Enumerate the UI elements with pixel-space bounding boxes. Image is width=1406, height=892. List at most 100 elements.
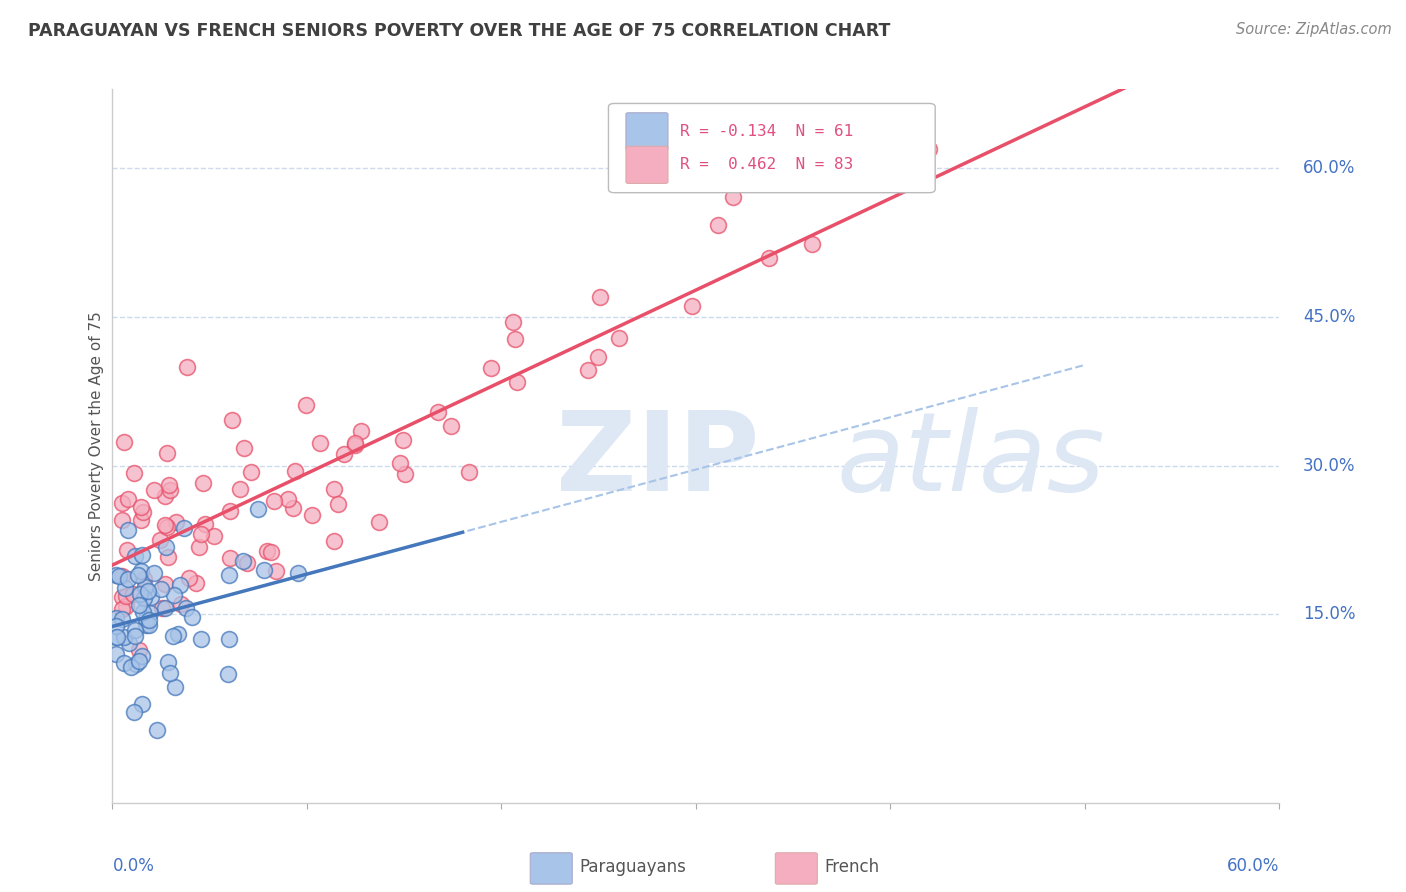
Point	[131, 513, 153, 527]
Point	[184, 576, 207, 591]
FancyBboxPatch shape	[626, 112, 668, 150]
Point	[503, 332, 526, 346]
Point	[256, 544, 278, 558]
Point	[239, 465, 262, 479]
Point	[131, 697, 153, 711]
Text: 15.0%: 15.0%	[1303, 606, 1355, 624]
Point	[124, 623, 146, 637]
Point	[177, 571, 200, 585]
Point	[681, 299, 703, 313]
Point	[155, 577, 177, 591]
Point	[111, 601, 134, 615]
Point	[332, 447, 354, 461]
Point	[505, 375, 527, 389]
Point	[394, 467, 416, 482]
Point	[163, 680, 186, 694]
Point	[156, 520, 179, 534]
Point	[129, 564, 152, 578]
Text: 30.0%: 30.0%	[1303, 457, 1355, 475]
Point	[169, 578, 191, 592]
Point	[723, 189, 745, 203]
Text: 60.0%: 60.0%	[1227, 857, 1279, 875]
Point	[343, 435, 366, 450]
Point	[260, 545, 283, 559]
Point	[427, 405, 450, 419]
Point	[155, 540, 177, 554]
Point	[138, 584, 160, 599]
Point	[152, 601, 174, 615]
Point	[150, 582, 173, 596]
Point	[368, 515, 391, 529]
Point	[707, 219, 730, 233]
Point	[124, 549, 146, 563]
Point	[343, 438, 366, 452]
Point	[132, 591, 155, 606]
Point	[190, 632, 212, 647]
Point	[588, 350, 610, 364]
Point	[128, 654, 150, 668]
Point	[111, 513, 134, 527]
Text: PARAGUAYAN VS FRENCH SENIORS POVERTY OVER THE AGE OF 75 CORRELATION CHART: PARAGUAYAN VS FRENCH SENIORS POVERTY OVE…	[28, 22, 890, 40]
Point	[187, 541, 209, 555]
Point	[117, 491, 139, 506]
FancyBboxPatch shape	[775, 853, 817, 884]
Text: French: French	[824, 858, 880, 876]
Point	[153, 517, 176, 532]
Point	[146, 723, 169, 737]
Text: 60.0%: 60.0%	[1303, 160, 1355, 178]
Point	[155, 490, 177, 504]
Point	[576, 363, 599, 377]
Point	[167, 626, 190, 640]
Point	[135, 612, 157, 626]
Point	[176, 359, 198, 374]
Point	[135, 618, 157, 632]
Point	[163, 588, 186, 602]
Text: 45.0%: 45.0%	[1303, 308, 1355, 326]
Point	[156, 549, 179, 564]
Point	[132, 605, 155, 619]
Point	[108, 569, 131, 583]
Point	[115, 542, 138, 557]
Point	[139, 590, 162, 604]
Point	[263, 494, 285, 508]
Point	[105, 631, 128, 645]
Point	[139, 606, 162, 620]
Point	[236, 556, 259, 570]
Point	[122, 705, 145, 719]
Point	[219, 504, 242, 518]
Point	[112, 656, 135, 670]
Point	[111, 612, 134, 626]
Point	[294, 398, 316, 412]
Point	[758, 251, 780, 265]
Point	[232, 554, 254, 568]
Point	[323, 482, 346, 496]
Point	[131, 649, 153, 664]
Point	[105, 618, 128, 632]
Point	[111, 495, 134, 509]
Point	[128, 643, 150, 657]
Point	[118, 636, 141, 650]
Point	[115, 589, 138, 603]
Text: ZIP: ZIP	[555, 407, 759, 514]
Point	[159, 665, 181, 680]
Point	[112, 434, 135, 449]
FancyBboxPatch shape	[609, 103, 935, 193]
Point	[121, 587, 143, 601]
Point	[479, 361, 502, 376]
Point	[232, 441, 254, 455]
Point	[170, 597, 193, 611]
Point	[253, 563, 276, 577]
Point	[392, 433, 415, 447]
Point	[112, 630, 135, 644]
Point	[156, 655, 179, 669]
Point	[117, 523, 139, 537]
Point	[134, 580, 156, 594]
Point	[114, 599, 136, 613]
Text: R = -0.134  N = 61: R = -0.134 N = 61	[679, 124, 853, 139]
Point	[138, 617, 160, 632]
Point	[142, 566, 165, 581]
Text: Paraguayans: Paraguayans	[579, 858, 686, 876]
Point	[217, 666, 239, 681]
Point	[277, 491, 299, 506]
Point	[159, 483, 181, 497]
